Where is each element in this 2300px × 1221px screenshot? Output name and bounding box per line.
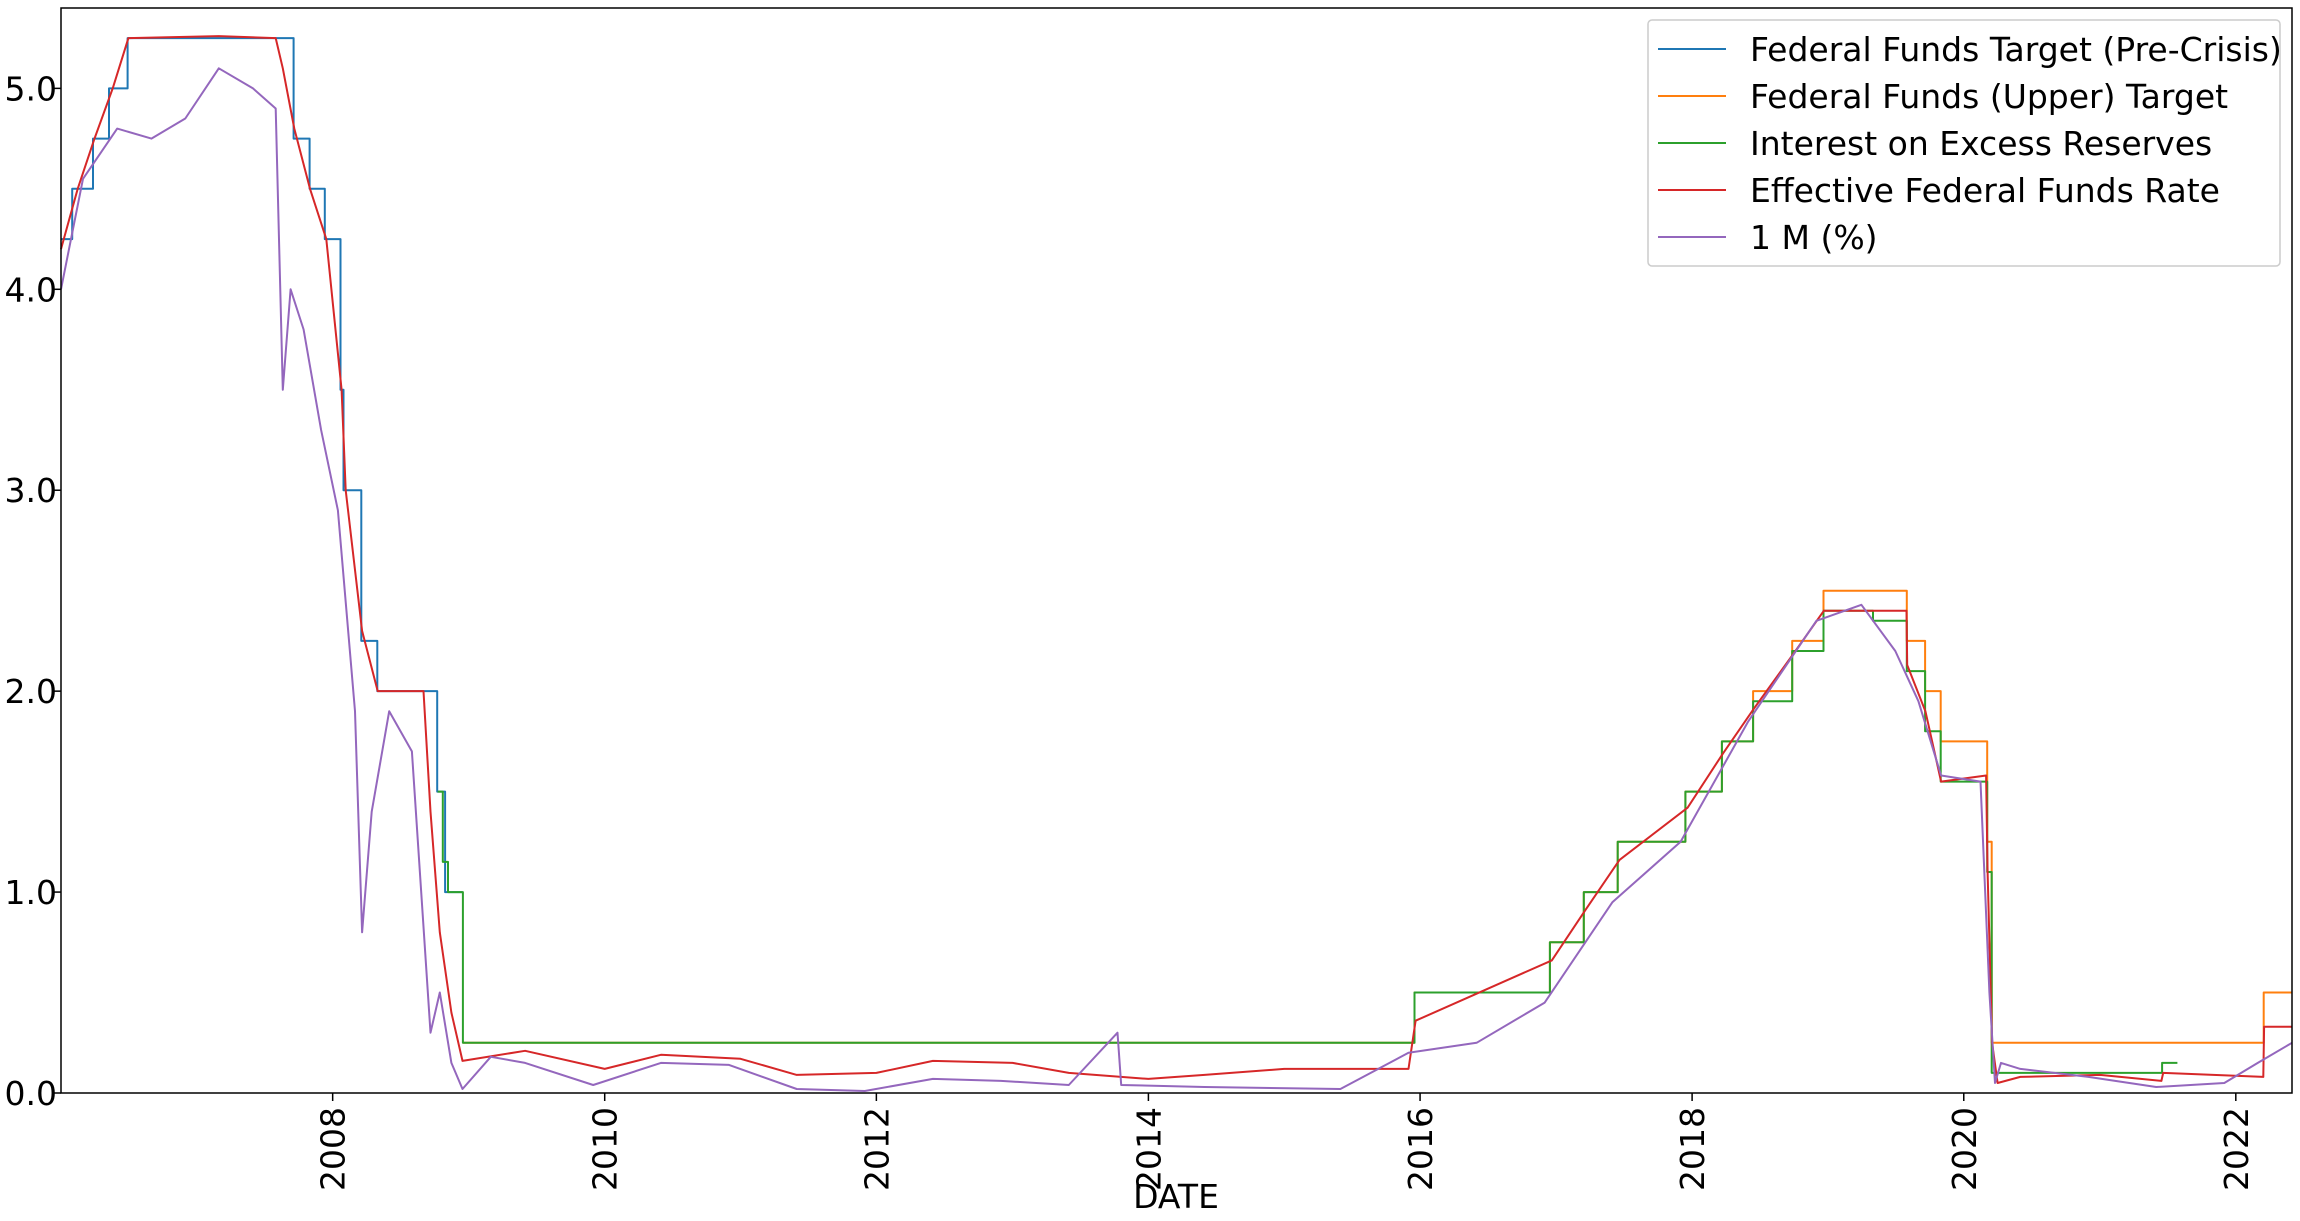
legend-label: Federal Funds (Upper) Target	[1750, 77, 2228, 116]
y-tick-label: 4.0	[5, 270, 57, 309]
legend-box	[1647, 19, 2281, 267]
series-line-2	[462, 589, 2292, 1044]
legend-label: Effective Federal Funds Rate	[1750, 171, 2220, 210]
y-tick-label: 5.0	[5, 69, 57, 108]
plot-frame	[60, 7, 2293, 1094]
y-axis: 0.0 1.0 2.0 3.0 4.0 5.0	[5, 69, 61, 1113]
series-line-3	[437, 609, 2178, 1074]
plot-lines	[60, 35, 2293, 1092]
x-tick-label: 2014	[1129, 1107, 1168, 1191]
x-axis: 2008 2010 2012 2014 2016 2018 2020 2022	[314, 1093, 2256, 1191]
y-tick-label: 0.0	[5, 1074, 57, 1113]
legend: Federal Funds Target (Pre-Crisis) Federal…	[1647, 19, 2282, 267]
legend-label: Interest on Excess Reserves	[1750, 124, 2212, 163]
series-line-5	[60, 67, 2293, 1092]
legend-label: 1 M (%)	[1750, 218, 1878, 257]
legend-label: Federal Funds Target (Pre-Crisis)	[1750, 30, 2282, 69]
y-tick-label: 3.0	[5, 471, 57, 510]
x-tick-label: 2010	[586, 1107, 625, 1191]
series-line-4	[60, 35, 2292, 1084]
y-tick-label: 2.0	[5, 672, 57, 711]
x-tick-label: 2018	[1673, 1107, 1712, 1191]
x-tick-label: 2012	[857, 1107, 896, 1191]
series-line-1	[61, 37, 463, 894]
x-axis-title: DATE	[1133, 1177, 1219, 1216]
x-tick-label: 2016	[1401, 1107, 1440, 1191]
y-tick-label: 1.0	[5, 873, 57, 912]
x-tick-label: 2020	[1945, 1107, 1984, 1191]
x-tick-label: 2008	[314, 1107, 353, 1191]
x-tick-label: 2022	[2217, 1107, 2256, 1191]
